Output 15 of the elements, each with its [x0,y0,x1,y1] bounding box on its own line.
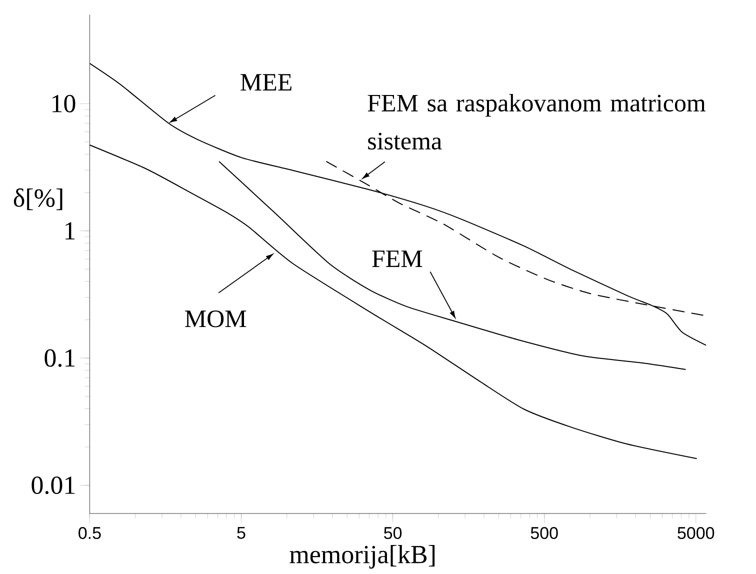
x-tick-label: 0.5 [78,526,101,540]
y-tick-label: 0.01 [32,476,75,494]
x-tick-label: 5 [237,526,246,539]
x-tick-label: 5000 [678,526,714,540]
annotation: MEE [240,74,292,91]
annotation: FEM sa raspakovanom matricom sistema [368,94,706,150]
y-tick-label: 10 [52,94,76,112]
y-tick-label: 0.1 [44,349,75,367]
x-tick-label: 50 [384,526,402,540]
annotation: FEM [372,250,422,267]
x-tick-label: 500 [530,526,558,540]
y-axis-title: δ[%] [14,188,62,210]
annotation: MOM [185,310,246,328]
x-axis-title: memorija[kB] [290,545,435,569]
y-tick-label: 1 [65,222,75,240]
